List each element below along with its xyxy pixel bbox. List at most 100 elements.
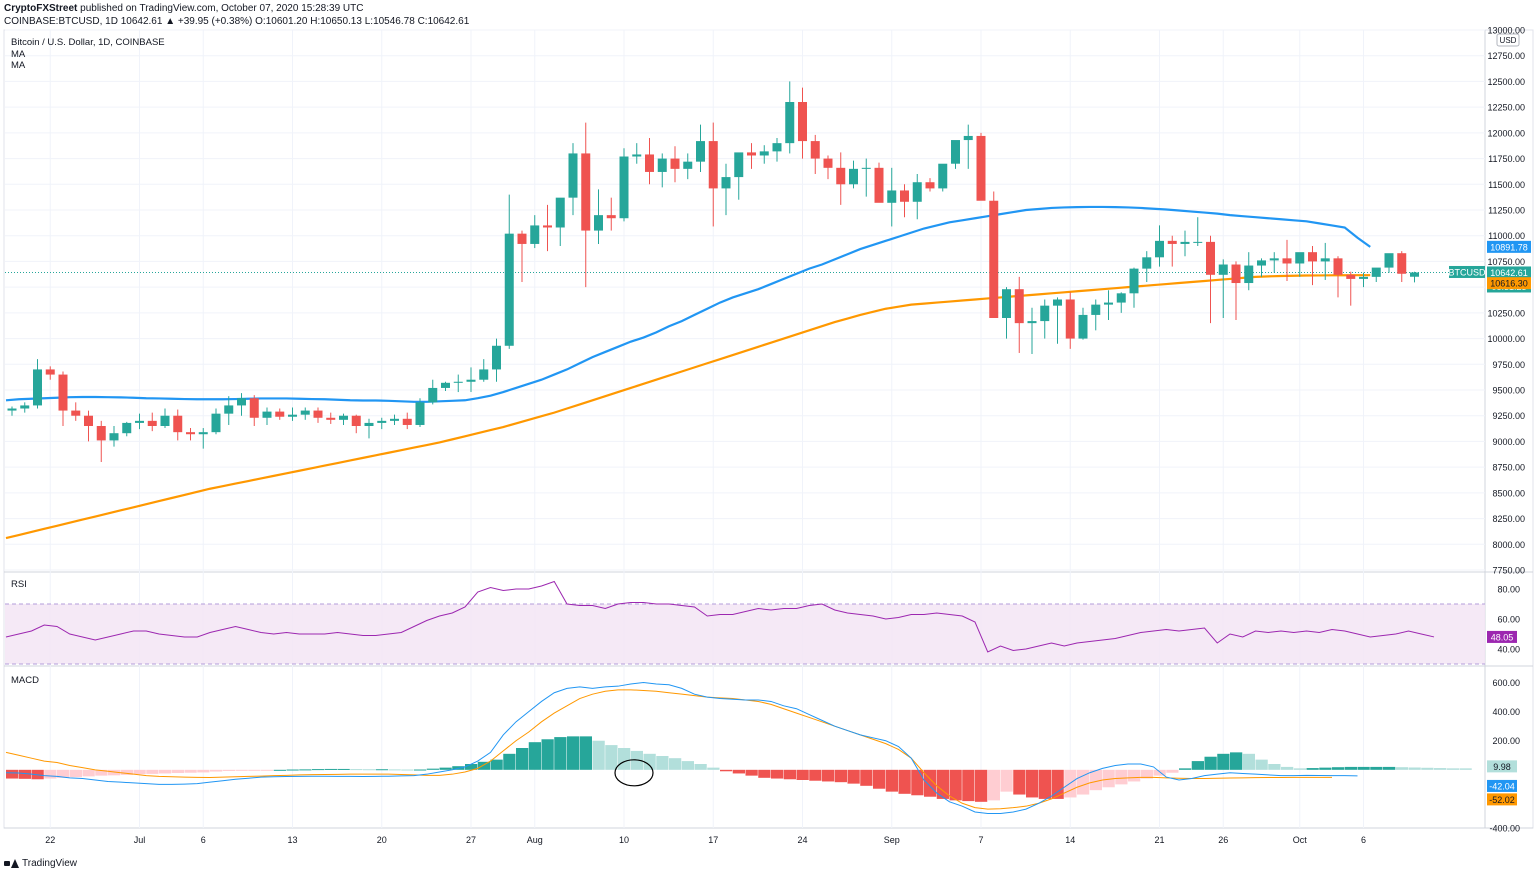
macd-histogram-bar bbox=[949, 769, 962, 801]
macd-histogram-bar bbox=[1051, 769, 1064, 799]
macd-histogram-bar bbox=[477, 761, 490, 770]
candle-body bbox=[887, 190, 897, 203]
price-axis-label: 10250.00 bbox=[1487, 308, 1525, 318]
candle-body bbox=[1193, 241, 1203, 243]
last-price-tag: 10642.61 bbox=[1490, 268, 1528, 278]
candle-body bbox=[441, 382, 450, 388]
rsi-line bbox=[5, 580, 1435, 653]
macd-histogram-bar bbox=[669, 758, 682, 770]
macd-pane-title: MACD bbox=[11, 675, 39, 686]
published-text: published on TradingView.com, October 07… bbox=[80, 3, 364, 14]
macd-histogram-bar bbox=[1179, 768, 1192, 770]
macd-histogram-bar bbox=[465, 764, 478, 770]
macd-histogram-bar bbox=[1357, 766, 1370, 770]
macd-histogram-bar bbox=[1434, 768, 1447, 770]
time-axis-label: 21 bbox=[1154, 835, 1164, 845]
macd-histogram-bar bbox=[1421, 767, 1434, 770]
candle-body bbox=[351, 415, 361, 426]
candle-body bbox=[989, 200, 999, 318]
candle-body bbox=[364, 422, 374, 426]
candle-body bbox=[58, 374, 68, 411]
candle-body bbox=[173, 415, 183, 433]
macd-histogram-bar bbox=[1153, 769, 1166, 776]
macd-histogram-bar bbox=[834, 769, 847, 783]
publisher-name[interactable]: CryptoFXStreet bbox=[4, 3, 78, 14]
price-axis-label: 11750.00 bbox=[1488, 154, 1525, 164]
price-axis-label: 11000.00 bbox=[1488, 231, 1525, 241]
macd-histogram-bar bbox=[605, 745, 618, 770]
macd-histogram-bar bbox=[69, 769, 82, 778]
macd-histogram-bar bbox=[133, 769, 146, 775]
macd-axis-label: 200.00 bbox=[1492, 736, 1520, 746]
candle-body bbox=[71, 410, 81, 416]
candle-body bbox=[122, 422, 132, 434]
macd-histogram-bar bbox=[822, 769, 835, 782]
candle-body bbox=[657, 158, 667, 172]
macd-histogram-bar bbox=[337, 768, 350, 770]
candle-body bbox=[1180, 241, 1190, 244]
time-axis-label: 7 bbox=[978, 835, 983, 845]
candle-body bbox=[517, 233, 527, 244]
candle-body bbox=[7, 408, 17, 411]
macd-histogram-bar bbox=[936, 769, 949, 799]
candle-body bbox=[581, 153, 591, 231]
time-axis-label: 13 bbox=[287, 835, 297, 845]
time-axis-label: Sep bbox=[884, 835, 900, 845]
price-axis-label: 13000.00 bbox=[1487, 26, 1525, 36]
macd-histogram-bar bbox=[171, 769, 184, 774]
macd-histogram-bar bbox=[962, 769, 975, 802]
macd-histogram-bar bbox=[82, 769, 95, 777]
time-axis-label: 6 bbox=[1361, 835, 1366, 845]
candle-body bbox=[594, 215, 603, 231]
candle-body bbox=[300, 410, 310, 415]
candle-body bbox=[1384, 253, 1394, 268]
macd-histogram-bar bbox=[159, 769, 172, 774]
candle-body bbox=[135, 420, 144, 423]
candle-body bbox=[1371, 267, 1381, 277]
candle-body bbox=[951, 140, 960, 164]
candle-body bbox=[1065, 299, 1075, 339]
candle-body bbox=[708, 141, 718, 189]
ma-indicator-label: MA bbox=[11, 60, 26, 71]
macd-histogram-bar bbox=[426, 768, 439, 770]
candle-body bbox=[1206, 241, 1215, 275]
candle-body bbox=[1257, 260, 1266, 266]
macd-histogram-bar bbox=[554, 737, 567, 770]
candle-body bbox=[20, 405, 30, 409]
candle-body bbox=[237, 398, 246, 406]
macd-histogram-bar bbox=[503, 753, 516, 770]
macd-line bbox=[5, 682, 1358, 814]
candle-body bbox=[747, 152, 756, 156]
macd-signal-tag: -52.02 bbox=[1489, 795, 1515, 805]
candle-body bbox=[45, 369, 55, 375]
macd-histogram-bar bbox=[1204, 756, 1217, 770]
macd-histogram-bar bbox=[1077, 769, 1090, 795]
macd-histogram-bar bbox=[184, 769, 197, 773]
footer-brand[interactable]: TradingView bbox=[22, 857, 78, 869]
rsi-value-tag: 48.05 bbox=[1491, 632, 1514, 642]
time-axis-label: 17 bbox=[708, 835, 718, 845]
macd-histogram-bar bbox=[860, 769, 873, 786]
macd-axis-label: -400.00 bbox=[1489, 824, 1520, 834]
candle-body bbox=[823, 158, 833, 168]
price-axis-label: 8750.00 bbox=[1492, 463, 1525, 473]
candle-body bbox=[147, 420, 157, 426]
low-label: L: bbox=[364, 16, 374, 27]
macd-histogram-bar bbox=[643, 753, 656, 770]
price-axis-label: 9250.00 bbox=[1492, 411, 1525, 421]
ma-indicator-label: MA bbox=[11, 49, 26, 60]
rsi-axis-label: 60.00 bbox=[1497, 615, 1520, 625]
price-axis-label: 12500.00 bbox=[1487, 77, 1525, 87]
candle-body bbox=[1014, 289, 1024, 324]
symbol-tag: BTCUSD bbox=[1448, 267, 1486, 277]
rsi-band bbox=[5, 604, 1485, 664]
macd-histogram-bar bbox=[1370, 766, 1383, 770]
macd-histogram-bar bbox=[324, 768, 337, 770]
candle-body bbox=[1244, 265, 1254, 284]
macd-histogram-bar bbox=[108, 769, 121, 776]
macd-histogram-bar bbox=[873, 769, 886, 789]
macd-histogram-bar bbox=[222, 769, 235, 771]
macd-histogram-bar bbox=[439, 767, 452, 770]
macd-histogram-bar bbox=[1217, 753, 1230, 770]
